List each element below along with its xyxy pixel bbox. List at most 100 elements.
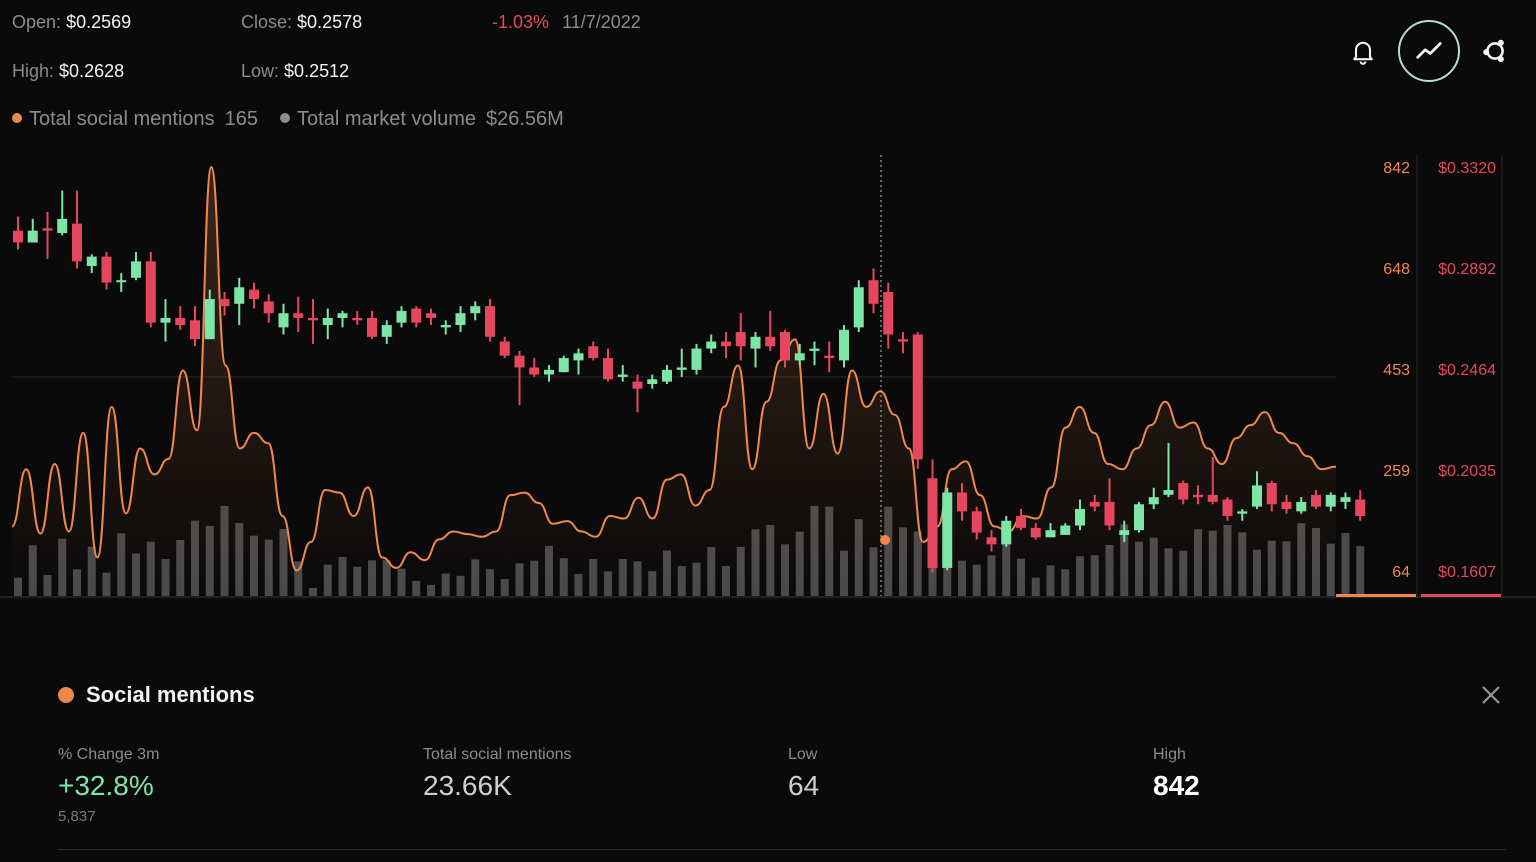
candle-body [603,358,613,380]
candle-body [337,313,348,318]
stat-total-label: Total social mentions [423,746,572,763]
stat-high-label: High [1153,746,1186,763]
high-value: $0.2628 [59,61,125,81]
right-axis-tick: $0.2464 [1438,362,1496,379]
candle-body [676,367,687,370]
candle-body [1075,508,1085,526]
candle-body [485,306,495,337]
candle-body [735,332,746,347]
candle-body [1193,494,1203,498]
candle-body [1266,483,1277,505]
candle-body [691,348,702,370]
candle-body [780,332,790,361]
candle-body [765,336,776,347]
candle-body [440,325,451,328]
candle-body [1163,490,1174,495]
mentions-area [12,167,1336,596]
candle-body [544,369,554,375]
candle-body [809,348,820,351]
close-button[interactable] [1476,680,1506,710]
candle-body [499,341,510,356]
volume-bar [1356,546,1365,596]
low-stat: Low: $0.2512 [241,61,349,82]
close-stat: Close: $0.2578 [241,12,362,33]
right-axis-tick: $0.3320 [1438,160,1496,177]
date-value: 11/7/2022 [562,12,641,32]
trend-toggle-button[interactable] [1398,20,1460,82]
stat-low-label: Low [788,746,818,763]
right-axis-tick: $0.1607 [1438,564,1496,581]
stat-low: Low 64 [788,746,819,802]
candle-body [470,306,481,314]
candle-body [1296,501,1307,512]
volume-dot-icon [280,113,291,123]
candlestick-chart[interactable]: 842 648 453 259 64 $0.3320 $0.2892 $0.2464 $0.20… [0,150,1536,600]
candle-body [293,313,304,318]
legend-volume[interactable]: Total market volume $26.56M [280,108,564,131]
candle-body [72,223,82,262]
candle-body [1178,483,1189,500]
chart-toolbar [1334,20,1524,82]
candle-body [131,261,141,278]
candle-body [13,230,23,243]
candle-body [426,313,436,318]
legend-mentions[interactable]: Total social mentions 165 [12,108,258,131]
close-icon [1482,686,1500,704]
bell-icon [1353,41,1373,65]
change-value: -1.03% [492,12,550,32]
candle-body [942,492,953,568]
candle-body [204,299,215,340]
share-button[interactable] [1466,22,1524,80]
candle-body [1001,520,1012,545]
candle-body [839,329,849,361]
candle-body [1030,527,1041,538]
candle-body [647,379,658,384]
candle-body [308,317,318,321]
candle-body [588,346,599,359]
candle-body [957,492,967,512]
stat-change-value: +32.8% [58,770,154,801]
candle-body [662,369,672,382]
candle-body [1325,494,1336,507]
candle-body [1045,530,1056,538]
candle-body [721,341,731,347]
panel-title-text: Social mentions [86,682,255,707]
left-axis-tick: 648 [1383,261,1410,278]
close-value: $0.2578 [297,12,363,32]
stat-change: % Change 3m +32.8% 5,837 [58,746,159,825]
candle-body [1148,497,1159,505]
candle-body [101,256,112,283]
candle-body [632,381,643,389]
stat-high-value: 842 [1153,770,1200,801]
mentions-indicator-icon [58,687,74,703]
candle-body [1060,525,1071,535]
alert-button[interactable] [1334,22,1392,80]
change-stat: -1.03% 11/7/2022 [492,12,641,33]
candle-body [455,313,466,326]
mentions-last-marker [1336,594,1416,597]
candle-body [514,355,525,368]
stat-high: High 842 [1153,746,1200,802]
low-label: Low: [241,61,280,81]
share-icon [1483,39,1504,63]
stat-change-sub: 5,837 [58,808,96,825]
candle-body [352,317,363,321]
panel-title: Social mentions [58,682,255,708]
panel-divider [58,849,1506,850]
chart-legend: Total social mentions 165 Total market vo… [12,108,564,131]
candle-body [411,308,422,323]
candle-body [190,320,200,340]
candle-body [706,341,717,349]
open-value: $0.2569 [66,12,132,32]
mentions-dot-icon [12,113,22,123]
left-axis-tick: 259 [1383,463,1410,480]
candle-body [927,478,938,568]
candle-body [1134,504,1144,531]
legend-volume-value: $26.56M [486,108,564,130]
candle-body [1252,485,1262,507]
candle-body [160,317,171,323]
stat-total-value: 23.66K [423,770,512,801]
candle-body [1340,497,1351,502]
stat-change-label: % Change 3m [58,746,160,763]
left-axis-tick: 453 [1383,362,1410,379]
